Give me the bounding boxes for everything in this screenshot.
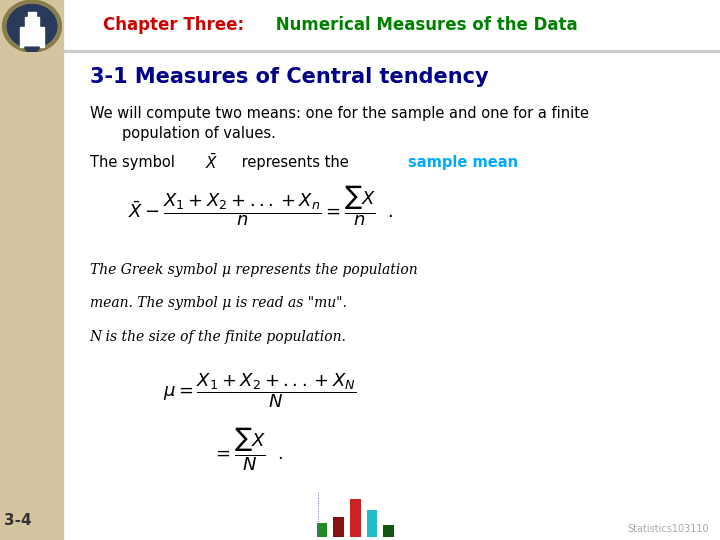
Text: 3-1 Measures of Central tendency: 3-1 Measures of Central tendency [89,67,488,87]
Polygon shape [25,17,39,27]
Text: We will compute two means: one for the sample and one for a finite: We will compute two means: one for the s… [89,106,589,121]
Bar [383,525,394,537]
Text: 3-4: 3-4 [4,513,31,528]
Text: $\mu = \dfrac{X_1 + X_2 + ... + X_N}{N}$: $\mu = \dfrac{X_1 + X_2 + ... + X_N}{N}$ [163,371,357,410]
Text: Numerical Measures of the Data: Numerical Measures of the Data [270,16,578,34]
Text: Statistics103110: Statistics103110 [628,523,709,534]
Polygon shape [29,11,35,17]
Text: $= \dfrac{\sum X}{N}$  .: $= \dfrac{\sum X}{N}$ . [212,426,283,472]
Text: $\bar{X} - \dfrac{X_1 + X_2 + ... + X_n}{n} = \dfrac{\sum X}{n}$  .: $\bar{X} - \dfrac{X_1 + X_2 + ... + X_n}… [128,185,393,228]
Text: The Greek symbol μ represents the population: The Greek symbol μ represents the popula… [89,263,418,277]
Bar [350,499,361,537]
Text: represents the: represents the [238,155,354,170]
Bar [333,517,344,537]
Polygon shape [25,47,39,52]
Text: sample mean: sample mean [408,155,518,170]
Polygon shape [20,27,44,47]
Text: $\bar{X}$: $\bar{X}$ [204,153,218,172]
Text: N is the size of the finite population.: N is the size of the finite population. [89,329,346,343]
Circle shape [7,4,57,48]
Text: Chapter Three:: Chapter Three: [103,16,244,34]
Bar [316,523,328,537]
Bar [366,510,377,537]
Text: mean. The symbol μ is read as "mu".: mean. The symbol μ is read as "mu". [89,296,346,310]
Text: The symbol: The symbol [89,155,179,170]
Circle shape [6,3,58,49]
Text: population of values.: population of values. [122,126,276,141]
